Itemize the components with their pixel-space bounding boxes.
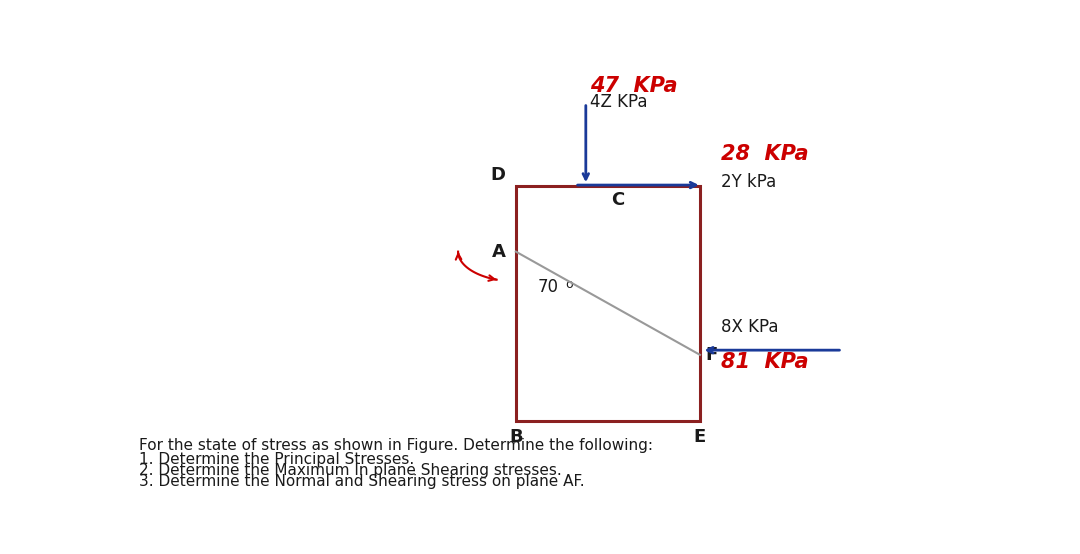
- Text: A: A: [491, 243, 505, 260]
- Text: 8X KPa: 8X KPa: [721, 317, 779, 336]
- Text: 70: 70: [537, 279, 558, 296]
- Text: For the state of stress as shown in Figure. Determine the following:: For the state of stress as shown in Figu…: [139, 438, 653, 453]
- Text: 1. Determine the Principal Stresses.: 1. Determine the Principal Stresses.: [139, 452, 415, 466]
- Text: 3. Determine the Normal and Shearing stress on plane AF.: 3. Determine the Normal and Shearing str…: [139, 474, 584, 489]
- Text: F: F: [705, 346, 717, 364]
- Bar: [516, 186, 700, 420]
- Text: E: E: [693, 428, 706, 446]
- Text: 47  KPa: 47 KPa: [590, 76, 677, 96]
- Text: 2Y kPa: 2Y kPa: [721, 173, 777, 191]
- Text: C: C: [611, 191, 625, 209]
- Text: 2. Determine the Maximum In plane Shearing stresses.: 2. Determine the Maximum In plane Sheari…: [139, 463, 562, 478]
- Text: o: o: [565, 279, 572, 291]
- Text: B: B: [509, 428, 523, 446]
- Text: 4Z KPa: 4Z KPa: [590, 93, 648, 111]
- Text: 28  KPa: 28 KPa: [721, 144, 809, 164]
- Text: D: D: [490, 166, 505, 184]
- Text: 81  KPa: 81 KPa: [721, 352, 809, 372]
